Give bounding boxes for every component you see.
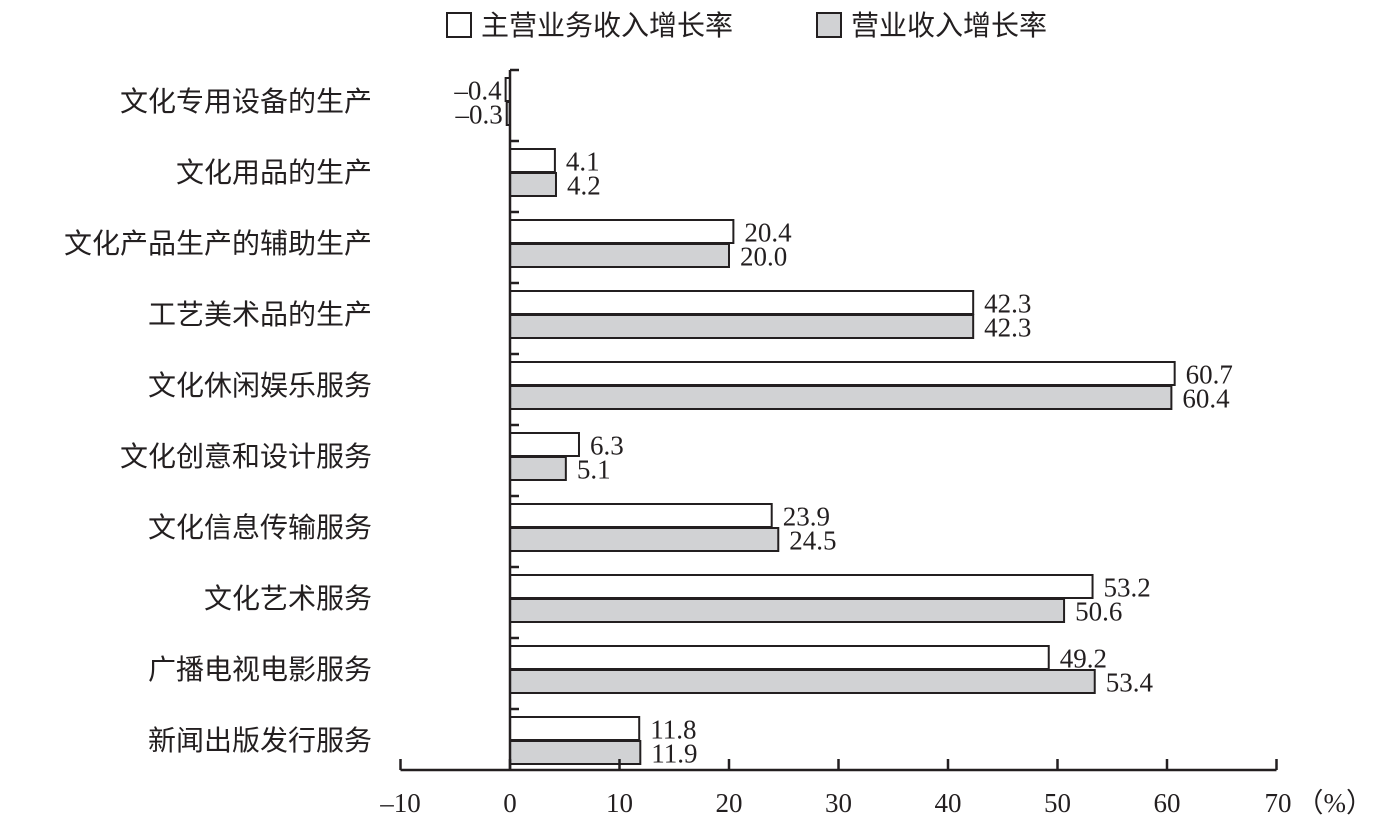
data-label: 60.7 — [1186, 360, 1233, 390]
x-unit-label: （%） — [1297, 788, 1373, 818]
x-tick-label: 60 — [1154, 788, 1181, 818]
bar-operating — [509, 314, 975, 339]
data-label: 42.3 — [984, 289, 1031, 319]
bar-main-business — [509, 716, 641, 741]
bar-operating — [509, 172, 557, 197]
data-label: 23.9 — [783, 502, 830, 532]
data-label: 11.8 — [650, 715, 696, 745]
x-tick-label: 40 — [935, 788, 962, 818]
x-tick-label: 10 — [606, 788, 633, 818]
legend-swatch-main-business — [446, 12, 472, 38]
x-tick-label: 70 — [1265, 788, 1292, 818]
category-label: 文化艺术服务 — [204, 583, 372, 615]
data-label: 24.5 — [789, 526, 836, 556]
data-label: 20.4 — [744, 218, 792, 248]
bar-main-business — [509, 574, 1094, 599]
category-label: 文化创意和设计服务 — [120, 441, 372, 473]
legend: 主营业务收入增长率 营业收入增长率 — [446, 10, 1047, 42]
category-label: 文化专用设备的生产 — [120, 86, 372, 118]
category-label: 文化产品生产的辅助生产 — [64, 228, 372, 260]
category-label: 文化用品的生产 — [176, 157, 372, 189]
x-tick-label: 0 — [503, 788, 517, 818]
data-label: 53.2 — [1104, 573, 1151, 603]
x-tick-label: –10 — [379, 788, 421, 818]
data-label: –0.4 — [453, 76, 502, 106]
x-tick-label: 30 — [825, 788, 852, 818]
data-label: –0.3 — [454, 100, 502, 130]
category-label: 文化休闲娱乐服务 — [148, 370, 372, 402]
bar-operating — [509, 598, 1066, 623]
x-tick-label: 20 — [716, 788, 743, 818]
legend-label-main-business: 主营业务收入增长率 — [481, 10, 733, 42]
bar-main-business — [509, 361, 1176, 386]
bar-operating — [509, 740, 642, 765]
bar-main-business — [509, 432, 580, 457]
data-label: 20.0 — [740, 242, 787, 272]
x-tick-label: 50 — [1044, 788, 1071, 818]
bar-main-business — [509, 290, 975, 315]
category-label: 工艺美术品的生产 — [148, 299, 372, 331]
bar-operating — [509, 243, 730, 268]
plot-area: 文化专用设备的生产 –0.4–0.3 文化用品的生产 4.14.2 文化产品生产的辅助生… — [64, 76, 1233, 769]
legend-swatch-operating — [816, 12, 842, 38]
bar-operating — [509, 385, 1173, 410]
bar-operating — [509, 456, 567, 481]
data-label: 42.3 — [984, 313, 1031, 343]
bar-main-business — [509, 503, 773, 528]
category-label: 广播电视电影服务 — [148, 654, 372, 686]
axes: –10 0 10 20 30 40 50 60 70 （%） — [379, 68, 1373, 818]
bar-main-business — [509, 148, 556, 173]
data-label: 11.9 — [651, 739, 697, 769]
bar-operating — [509, 669, 1096, 694]
bar-operating — [509, 527, 780, 552]
legend-label-operating: 营业收入增长率 — [851, 10, 1047, 42]
data-label: 49.2 — [1060, 644, 1107, 674]
category-label: 文化信息传输服务 — [148, 512, 372, 544]
data-label: 6.3 — [590, 431, 624, 461]
data-label: 5.1 — [577, 455, 611, 485]
data-label: 60.4 — [1182, 384, 1230, 414]
data-label: 53.4 — [1106, 668, 1154, 698]
data-label: 50.6 — [1075, 597, 1122, 627]
bar-main-business — [509, 645, 1050, 670]
data-label: 4.1 — [566, 147, 600, 177]
category-label: 新闻出版发行服务 — [148, 725, 372, 757]
data-label: 4.2 — [567, 171, 601, 201]
bar-main-business — [509, 219, 735, 244]
